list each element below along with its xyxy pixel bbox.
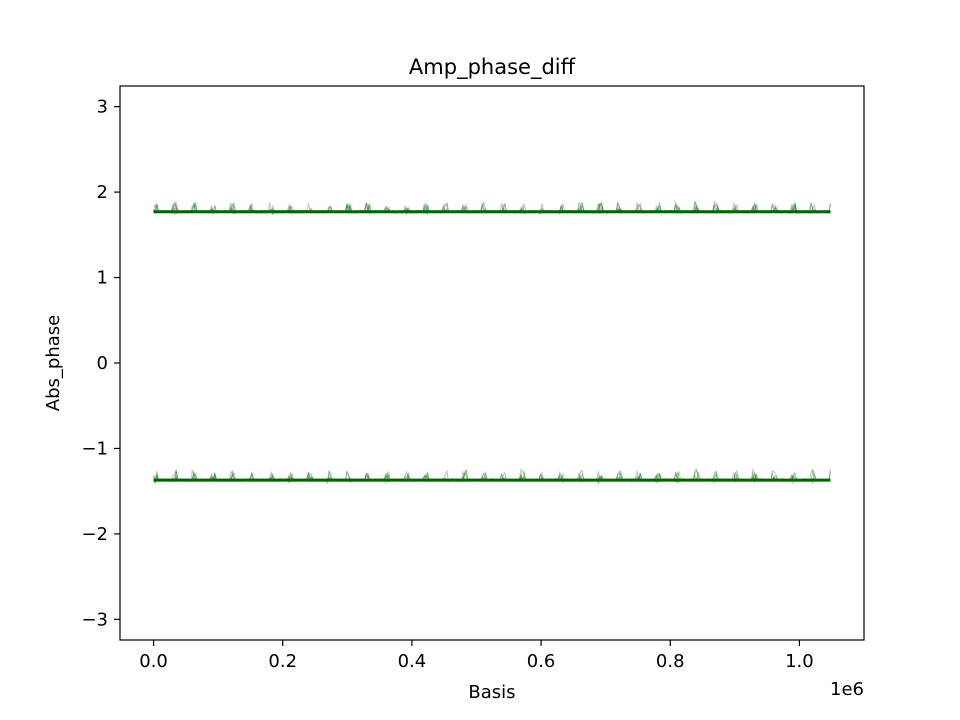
series-band	[153, 467, 832, 486]
series-band	[152, 199, 832, 216]
x-axis: 0.0 0.2 0.4 0.6 0.8 1.0	[139, 640, 814, 672]
x-tick-label: 0.6	[527, 651, 556, 672]
y-tick-label: 2	[97, 182, 108, 203]
y-axis: −3 −2 −1 0 1 2 3	[81, 97, 120, 630]
y-tick-label: −2	[81, 524, 108, 545]
y-tick-label: −3	[81, 609, 108, 630]
x-tick-label: 0.2	[268, 651, 297, 672]
x-tick-label: 0.4	[398, 651, 427, 672]
chart-title: Amp_phase_diff	[409, 55, 576, 80]
plot-area	[152, 199, 832, 486]
x-tick-label: 0.8	[656, 651, 685, 672]
x-tick-label: 0.0	[139, 651, 168, 672]
y-axis-label: Abs_phase	[43, 315, 64, 411]
x-offset-label: 1e6	[830, 679, 864, 700]
x-tick-label: 1.0	[785, 651, 814, 672]
y-tick-label: −1	[81, 438, 108, 459]
y-tick-label: 3	[97, 97, 108, 118]
y-tick-label: 0	[97, 353, 108, 374]
y-tick-label: 1	[97, 268, 108, 289]
x-axis-label: Basis	[468, 682, 515, 703]
